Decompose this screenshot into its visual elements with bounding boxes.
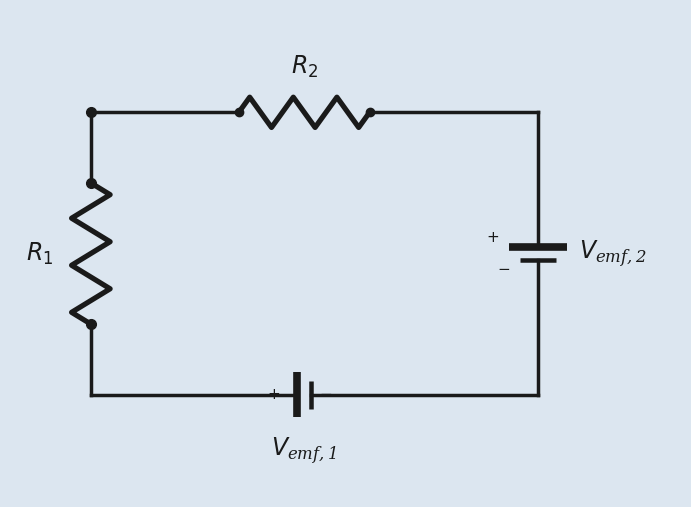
Text: −: − [319,387,332,402]
Text: +: + [486,230,499,245]
Text: −: − [498,262,510,277]
Text: $R_2$: $R_2$ [290,53,318,80]
Text: $V_{\mathregular{emf,1}}$: $V_{\mathregular{emf,1}}$ [272,435,337,466]
Text: $V_{\mathregular{emf,2}}$: $V_{\mathregular{emf,2}}$ [580,238,647,269]
Text: +: + [267,387,280,402]
Text: $R_1$: $R_1$ [26,240,53,267]
